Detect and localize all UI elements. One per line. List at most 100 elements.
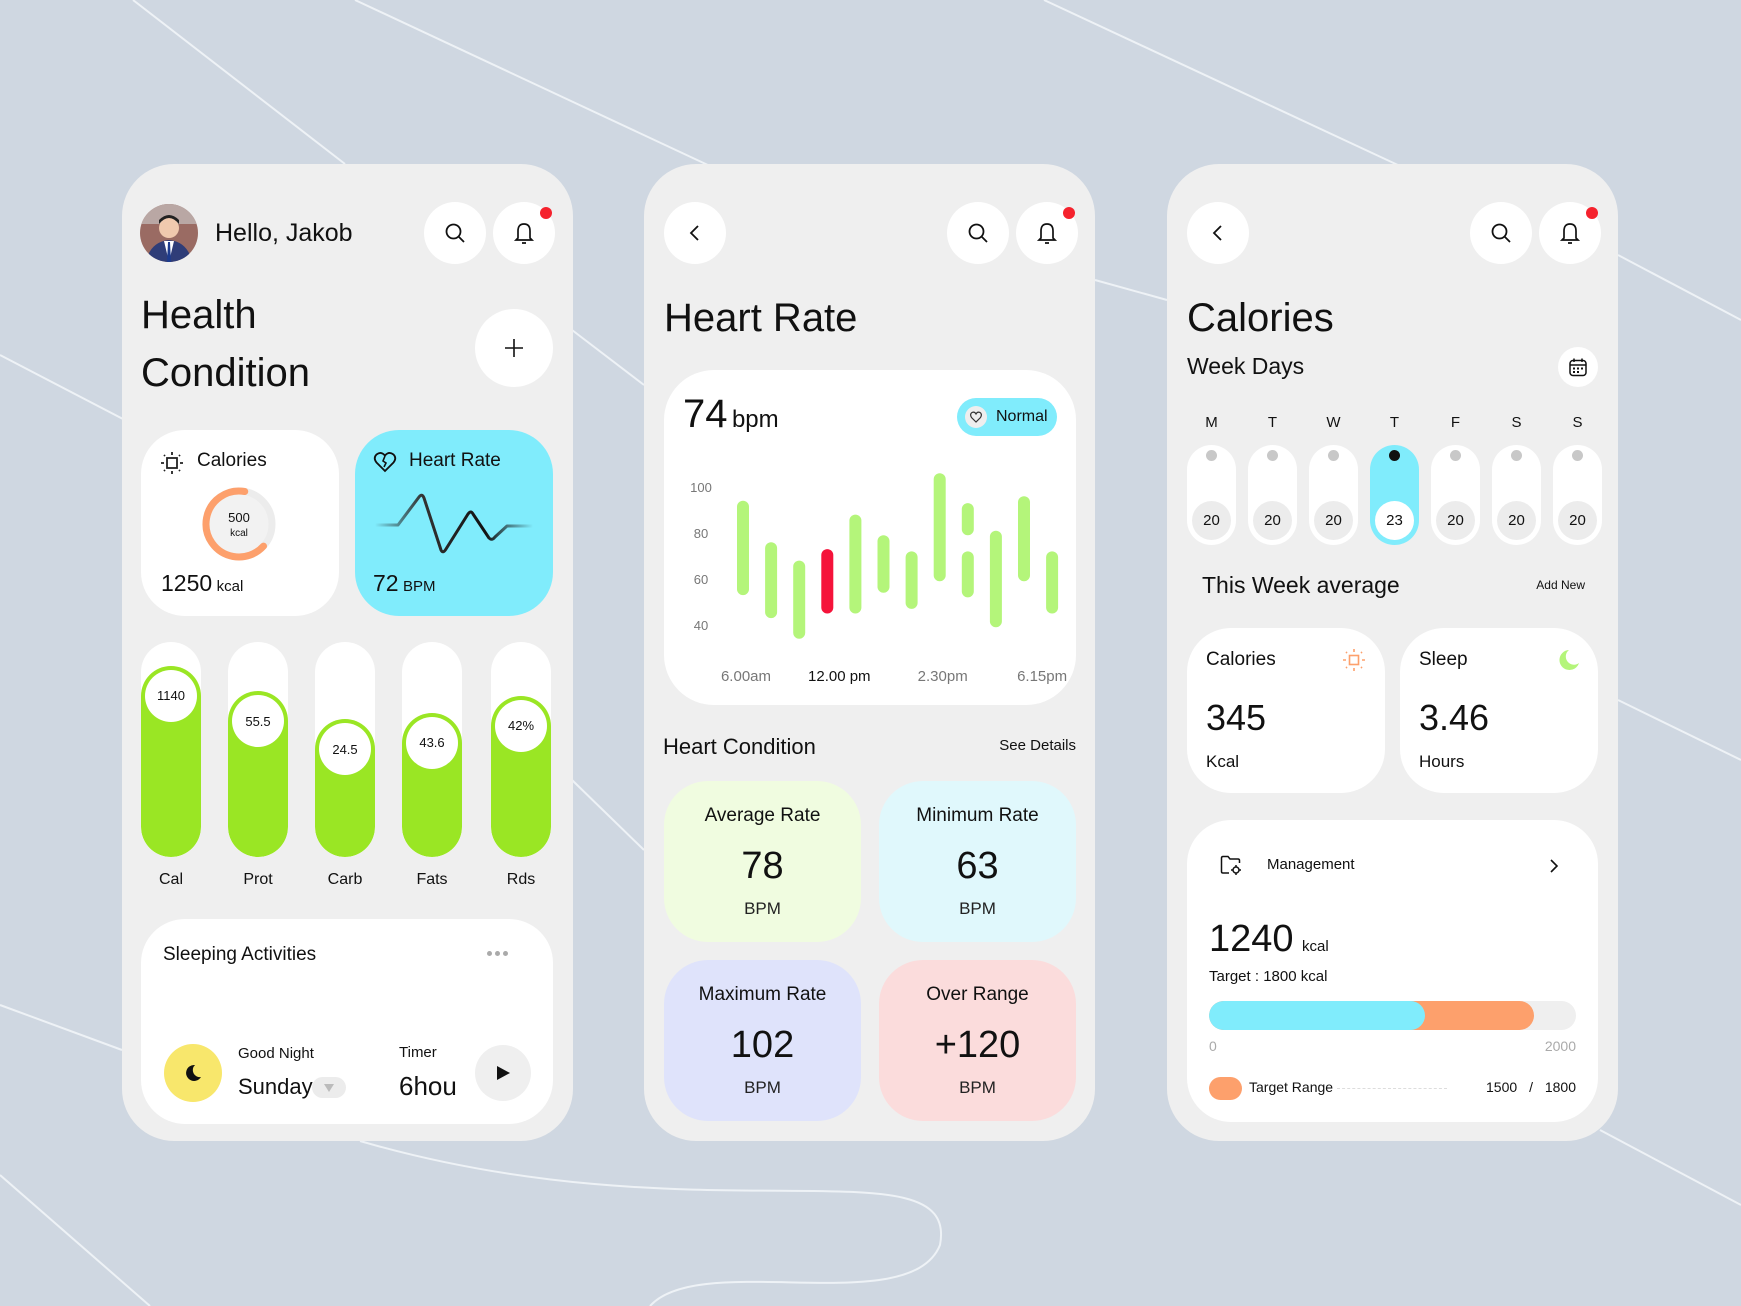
- calories-screen: Calories Week Days M 20 T 20 W 20 T 23 F 20 S 20 S 20…: [1167, 164, 1618, 1141]
- sleep-card-title: Sleeping Activities: [163, 944, 317, 965]
- calories-total: 1250 kcal: [161, 570, 243, 597]
- macro-fill: 24.5: [315, 719, 375, 857]
- macro-fill: 43.6: [402, 712, 462, 857]
- search-icon: [445, 223, 465, 243]
- day-indicator-dot: [1206, 450, 1217, 461]
- day-letter: F: [1450, 414, 1461, 431]
- macro-column-fats[interactable]: 43.6: [402, 642, 462, 857]
- y-tick-label: 100: [690, 480, 712, 495]
- back-button[interactable]: [664, 202, 726, 264]
- section-title: Heart Condition: [663, 734, 816, 759]
- current-bpm: 74 bpm: [683, 392, 779, 437]
- avatar[interactable]: [140, 204, 198, 262]
- heart-rate-bar: [877, 535, 890, 593]
- heart-rate-bar: [961, 551, 974, 598]
- heart-rate-bar: [989, 530, 1002, 628]
- day-pill[interactable]: 20: [1431, 445, 1480, 545]
- over-range-tile: Over Range +120 BPM: [879, 960, 1076, 1121]
- y-tick-label: 60: [694, 572, 708, 587]
- bell-icon: [1559, 223, 1581, 244]
- macro-column-prot[interactable]: 55.5: [228, 642, 288, 857]
- target-range-swatch: [1209, 1077, 1242, 1100]
- back-button[interactable]: [1187, 202, 1249, 264]
- minimum-rate-tile: Minimum Rate 63 BPM: [879, 781, 1076, 942]
- calories-average-card[interactable]: Calories 345 Kcal: [1187, 628, 1385, 793]
- management-kcal-unit: kcal: [1302, 938, 1329, 955]
- day-date: 20: [1253, 501, 1292, 540]
- heart-rate-bar: [765, 542, 778, 619]
- moon-icon: [186, 1064, 201, 1081]
- day-pill-selected[interactable]: 23: [1370, 445, 1419, 545]
- management-title: Management: [1267, 856, 1355, 873]
- tile-unit: BPM: [744, 899, 781, 918]
- macro-column-carb[interactable]: 24.5: [315, 642, 375, 857]
- day-indicator-dot: [1511, 450, 1522, 461]
- current-bpm-value: 74: [683, 392, 728, 436]
- page-title: Heart Rate: [664, 296, 858, 340]
- day-pill[interactable]: 20: [1309, 445, 1358, 545]
- sleep-average-card[interactable]: Sleep 3.46 Hours: [1400, 628, 1598, 793]
- stat-value: 3.46: [1419, 697, 1490, 738]
- day-date: 23: [1375, 501, 1414, 540]
- day-date: 20: [1497, 501, 1536, 540]
- add-new-link[interactable]: Add New: [1536, 578, 1585, 592]
- sun-icon: [1343, 649, 1365, 671]
- tile-value: +120: [934, 1024, 1021, 1066]
- timer-label: Timer: [399, 1044, 437, 1061]
- heart-icon: [965, 406, 987, 428]
- heart-card-bpm: 72 BPM: [373, 570, 436, 597]
- calories-card[interactable]: Calories 500 kcal 1250 kcal: [141, 430, 339, 616]
- target-range-values: 1500 / 1800: [1486, 1079, 1576, 1095]
- day-dropdown-button[interactable]: [312, 1077, 346, 1098]
- calories-ring: [202, 487, 276, 561]
- day-pill[interactable]: 20: [1187, 445, 1236, 545]
- day-letter: T: [1389, 414, 1400, 431]
- stat-unit: Hours: [1419, 752, 1465, 771]
- search-button[interactable]: [1470, 202, 1532, 264]
- play-icon: [497, 1066, 510, 1080]
- y-tick-label: 40: [694, 618, 708, 633]
- day-date: 20: [1558, 501, 1597, 540]
- macro-value-badge: 42%: [495, 699, 547, 752]
- day-date: 20: [1314, 501, 1353, 540]
- target-label: Target : 1800 kcal: [1209, 968, 1328, 985]
- macro-column-rds[interactable]: 42%: [491, 642, 551, 857]
- day-pill[interactable]: 20: [1492, 445, 1541, 545]
- more-options-button[interactable]: [487, 951, 508, 956]
- day-indicator-dot: [1328, 450, 1339, 461]
- calendar-button[interactable]: [1558, 347, 1598, 387]
- heart-rate-bar: [905, 551, 918, 609]
- search-icon: [968, 223, 988, 243]
- search-button[interactable]: [947, 202, 1009, 264]
- day-pill[interactable]: 20: [1553, 445, 1602, 545]
- current-bpm-unit: bpm: [731, 406, 779, 433]
- add-button[interactable]: [475, 309, 553, 387]
- greeting: Hello, Jakob: [215, 219, 353, 247]
- range-low: 1500: [1486, 1079, 1518, 1095]
- search-icon: [1491, 223, 1511, 243]
- chevron-left-icon: [1212, 225, 1222, 241]
- macro-value-badge: 43.6: [406, 716, 458, 769]
- play-button[interactable]: [475, 1045, 531, 1101]
- day-date: 20: [1192, 501, 1231, 540]
- search-button[interactable]: [424, 202, 486, 264]
- heart-rate-chart-card: 74 bpm Normal 100 80 60 40 6.00am 12.00 pm 2.3…: [664, 370, 1076, 705]
- day-letter: S: [1511, 414, 1522, 431]
- day-letter: W: [1326, 414, 1341, 431]
- calorie-progress-bar: [1209, 1001, 1576, 1030]
- day-date: 20: [1436, 501, 1475, 540]
- x-tick-label: 6.00am: [721, 668, 771, 685]
- maximum-rate-tile: Maximum Rate 102 BPM: [664, 960, 861, 1121]
- macro-column-cal[interactable]: 1140: [141, 642, 201, 857]
- heart-rate-card[interactable]: Heart Rate 72 BPM: [355, 430, 553, 616]
- chevron-right-icon[interactable]: [1548, 858, 1560, 874]
- see-details-link[interactable]: See Details: [999, 737, 1076, 754]
- day-pill[interactable]: 20: [1248, 445, 1297, 545]
- heart-rate-bar: [849, 514, 862, 614]
- heart-rate-bar: [1046, 551, 1059, 614]
- macro-value-badge: 1140: [145, 669, 197, 722]
- macro-fill: 55.5: [228, 691, 288, 857]
- sleep-day: Sunday: [238, 1074, 313, 1099]
- week-days-title: Week Days: [1187, 353, 1305, 379]
- stat-title: Calories: [1206, 649, 1276, 670]
